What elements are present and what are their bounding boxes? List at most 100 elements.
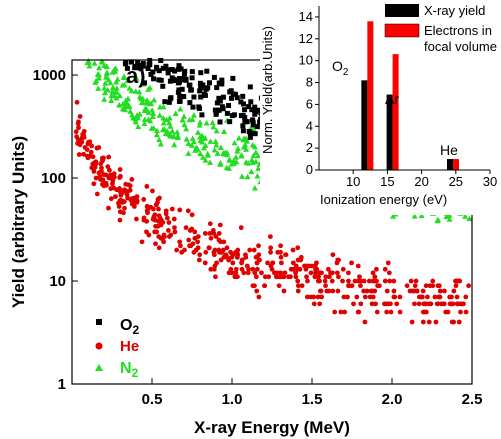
data-point-he (323, 283, 328, 289)
data-point-n2 (181, 113, 188, 119)
data-point-n2 (411, 213, 418, 219)
data-point-n2 (96, 64, 103, 71)
data-point-n2 (138, 99, 145, 105)
panel-label: a) (126, 63, 146, 88)
data-point-he (454, 294, 460, 300)
bar-electrons (452, 159, 459, 170)
data-point-he (150, 188, 155, 194)
data-point-o2 (238, 113, 244, 119)
data-point-o2 (234, 95, 240, 101)
data-point-n2 (241, 135, 248, 141)
data-point-he (165, 228, 171, 233)
data-point-he (244, 263, 250, 269)
data-point-he (256, 243, 261, 249)
data-point-he (208, 266, 214, 272)
data-point-he (93, 175, 99, 181)
data-point-he (106, 205, 111, 211)
data-point-he (323, 274, 329, 280)
data-point-he (76, 152, 82, 157)
data-point-o2 (238, 99, 244, 105)
data-point-n2 (181, 121, 188, 128)
legend-label-electrons-line2: focal volume (424, 39, 497, 54)
data-point-he (308, 294, 314, 300)
data-point-o2 (168, 95, 174, 101)
data-point-n2 (446, 216, 453, 222)
data-point-o2 (167, 78, 173, 84)
data-point-he (121, 199, 127, 205)
data-point-n2 (213, 127, 220, 134)
data-point-o2 (163, 63, 169, 69)
data-point-he (202, 260, 208, 266)
data-point-he (325, 266, 331, 272)
y-tick-label: 10 (49, 273, 66, 290)
data-point-he (304, 274, 309, 280)
data-point-n2 (136, 111, 143, 117)
data-point-o2 (189, 69, 195, 75)
data-point-he (386, 270, 392, 276)
data-point-n2 (248, 168, 255, 175)
data-point-he (96, 145, 102, 150)
data-point-n2 (170, 133, 177, 140)
data-point-n2 (189, 135, 196, 141)
data-point-n2 (195, 129, 202, 135)
data-point-o2 (240, 101, 246, 107)
data-point-he (358, 283, 363, 289)
inset-y-tick-label: 14 (299, 9, 313, 24)
y-tick-label: 1000 (33, 67, 66, 84)
data-point-n2 (231, 139, 238, 146)
data-point-o2 (211, 74, 217, 80)
data-point-he (153, 241, 158, 247)
data-point-he (434, 301, 440, 307)
data-point-he (118, 173, 123, 179)
data-point-n2 (183, 125, 190, 132)
data-point-n2 (126, 103, 133, 110)
data-point-o2 (150, 69, 156, 75)
data-point-n2 (111, 65, 118, 72)
data-point-he (232, 274, 238, 280)
data-point-he (443, 309, 449, 315)
data-point-he (93, 161, 99, 167)
data-point-n2 (443, 213, 450, 220)
data-point-he (139, 239, 145, 245)
data-point-he (290, 266, 296, 272)
data-point-n2 (185, 150, 192, 156)
data-point-he (87, 139, 93, 145)
data-point-n2 (101, 89, 108, 96)
data-point-he (153, 202, 159, 208)
data-point-he (74, 99, 80, 105)
data-point-n2 (127, 108, 134, 114)
data-point-n2 (172, 110, 179, 116)
bar-label-ar: Ar (385, 91, 399, 107)
data-point-n2 (177, 105, 184, 112)
data-point-he (88, 149, 94, 155)
data-point-n2 (197, 150, 204, 157)
data-point-n2 (166, 114, 173, 121)
data-point-he (372, 288, 378, 294)
data-point-he (315, 274, 321, 280)
data-point-he (226, 270, 232, 276)
data-point-he (278, 254, 284, 260)
data-point-n2 (149, 107, 156, 113)
data-point-he (352, 278, 358, 284)
data-point-o2 (227, 119, 233, 125)
data-point-o2 (199, 112, 205, 118)
data-point-he (466, 283, 472, 289)
data-point-o2 (154, 66, 160, 72)
inset-y-axis-label: Norm. Yield(arb.Units) (260, 26, 275, 154)
data-point-he (81, 128, 87, 134)
data-point-n2 (207, 159, 214, 165)
data-point-he (317, 301, 323, 307)
inset-axis-ticks: 10 15 20 25 30 0 2 4 6 8 10 12 14 (299, 9, 498, 189)
data-point-n2 (245, 160, 252, 166)
data-point-he (172, 225, 177, 231)
inset-bar-chart: 10 15 20 25 30 0 2 4 6 8 10 12 14 Ionization energy … (260, 0, 501, 215)
data-point-he (272, 270, 277, 276)
data-point-he (412, 283, 418, 289)
data-point-he (134, 199, 140, 205)
legend-swatch-electrons (384, 23, 420, 38)
data-point-n2 (104, 69, 111, 75)
data-point-he (117, 209, 123, 215)
data-point-n2 (250, 152, 257, 159)
data-point-he (299, 283, 305, 289)
data-point-n2 (136, 88, 143, 95)
